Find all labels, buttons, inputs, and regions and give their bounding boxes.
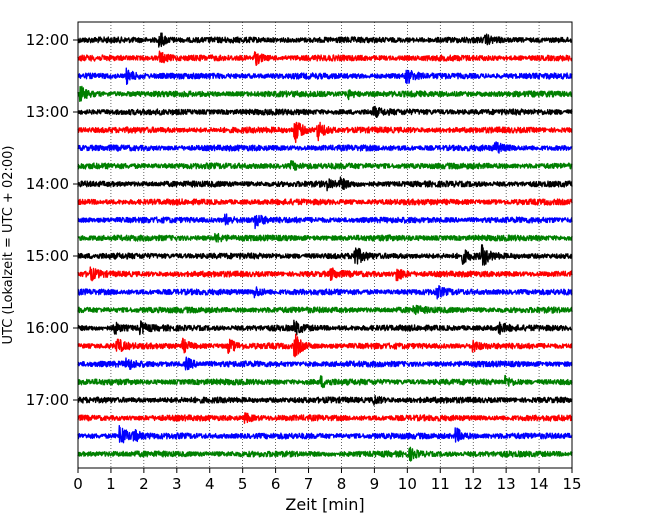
x-tick-label: 11 <box>431 475 450 493</box>
trace-1530 <box>77 285 573 300</box>
trace-1445 <box>77 232 573 243</box>
x-tick-label: 10 <box>398 475 417 493</box>
grid-lines <box>110 22 540 468</box>
x-tick-label: 0 <box>73 475 83 493</box>
trace-1430 <box>77 213 573 230</box>
x-tick-label: 3 <box>172 475 182 493</box>
trace-1545 <box>77 304 573 316</box>
seismic-traces <box>77 32 573 462</box>
trace-1615 <box>77 333 573 358</box>
x-tick-label: 5 <box>238 475 248 493</box>
trace-1230 <box>77 67 573 86</box>
trace-1330 <box>77 141 573 154</box>
trace-1500 <box>77 243 573 266</box>
x-tick-label: 15 <box>562 475 581 493</box>
trace-1245 <box>77 85 573 103</box>
trace-1745 <box>77 446 573 462</box>
trace-1200 <box>77 32 573 48</box>
x-tick-label: 8 <box>337 475 347 493</box>
x-axis-label: Zeit [min] <box>285 495 364 514</box>
y-tick-label: 13:00 <box>26 103 69 121</box>
trace-1315 <box>77 121 573 144</box>
trace-1645 <box>77 374 573 389</box>
x-tick-label: 4 <box>205 475 215 493</box>
x-tick-label: 2 <box>139 475 149 493</box>
trace-1215 <box>77 50 573 67</box>
x-tick-label: 14 <box>530 475 549 493</box>
x-tick-label: 1 <box>106 475 116 493</box>
trace-1700 <box>77 395 573 406</box>
trace-1630 <box>77 356 573 371</box>
trace-1345 <box>77 160 573 171</box>
trace-1730 <box>77 425 573 444</box>
x-axis: 0 1 2 3 4 5 6 7 8 9 10 11 12 13 14 15 <box>73 468 582 493</box>
y-axis: 12:00 13:00 14:00 15:00 16:00 17:00 <box>26 31 78 409</box>
x-tick-label: 6 <box>271 475 281 493</box>
x-tick-label: 12 <box>464 475 483 493</box>
trace-1600 <box>77 319 573 336</box>
trace-1515 <box>77 266 573 282</box>
y-tick-label: 12:00 <box>26 31 69 49</box>
y-tick-label: 16:00 <box>26 319 69 337</box>
x-tick-label: 9 <box>370 475 380 493</box>
y-tick-label: 17:00 <box>26 391 69 409</box>
y-axis-label: UTC (Lokalzeit = UTC + 02:00) <box>1 146 16 345</box>
trace-1415 <box>77 198 573 206</box>
y-tick-label: 14:00 <box>26 175 69 193</box>
y-tick-label: 15:00 <box>26 247 69 265</box>
trace-1300 <box>77 105 573 119</box>
trace-1400 <box>77 176 573 192</box>
plot-frame <box>77 21 573 469</box>
x-tick-label: 13 <box>497 475 516 493</box>
x-tick-label: 7 <box>304 475 314 493</box>
trace-1715 <box>77 412 573 424</box>
